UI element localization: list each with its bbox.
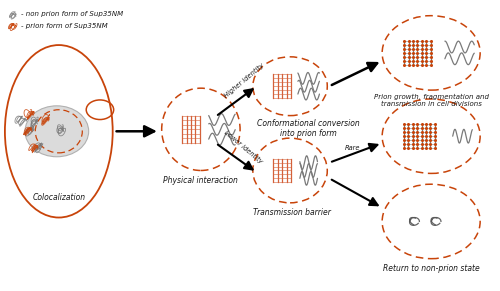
Text: Conformational conversion
into prion form: Conformational conversion into prion for… (258, 119, 360, 138)
Text: - prion form of Sup35NM: - prion form of Sup35NM (20, 22, 107, 29)
Ellipse shape (25, 106, 88, 157)
Text: Return to non-prion state: Return to non-prion state (383, 264, 480, 273)
Text: - non prion form of Sup35NM: - non prion form of Sup35NM (20, 11, 122, 17)
Text: Transmission barrier: Transmission barrier (253, 208, 331, 217)
Text: Prion growth, fragmentation and
transmission in cell divisions: Prion growth, fragmentation and transmis… (374, 94, 488, 107)
Text: Colocalization: Colocalization (32, 193, 86, 202)
Text: Lower identity: Lower identity (224, 129, 264, 165)
Text: Rare: Rare (345, 145, 360, 151)
Text: Higher identity: Higher identity (224, 62, 266, 99)
Text: Physical interaction: Physical interaction (164, 176, 238, 185)
